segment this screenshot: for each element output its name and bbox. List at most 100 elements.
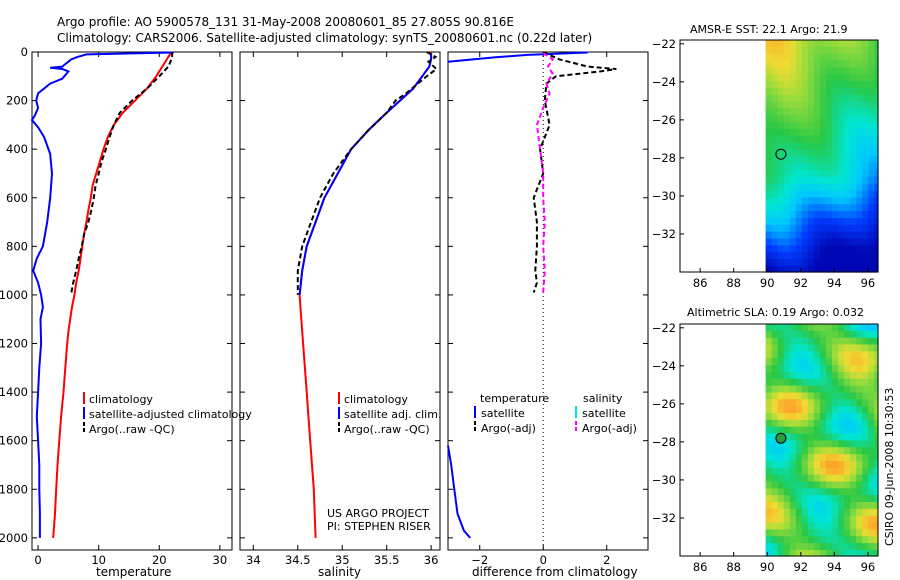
heatmap-cell (801, 413, 809, 421)
series-line (298, 52, 433, 538)
map-border (679, 39, 879, 273)
heatmap-cell (801, 81, 809, 89)
heatmap-cell (813, 74, 821, 82)
heatmap-cell (862, 211, 869, 219)
heatmap-cell (826, 488, 833, 496)
heatmap-cell (801, 495, 809, 503)
heatmap-cell (826, 67, 833, 75)
heatmap-cell (838, 447, 845, 455)
heatmap-cell (844, 259, 851, 267)
heatmap-cell (868, 190, 875, 198)
heatmap-cell (783, 337, 791, 346)
heatmap-cell (789, 337, 797, 346)
heatmap-cell (838, 265, 845, 273)
heatmap-cell (868, 74, 875, 82)
heatmap-cell (789, 183, 797, 192)
heatmap-cell (795, 129, 803, 137)
heatmap-cell (771, 371, 779, 380)
heatmap-cell (765, 108, 773, 116)
heatmap-cell (868, 426, 875, 435)
heatmap-cell (838, 142, 845, 151)
heatmap-cell (771, 170, 779, 178)
heatmap-cell (789, 488, 797, 496)
heatmap-cell (862, 183, 869, 192)
heatmap-cell (868, 419, 875, 428)
heatmap-cell (832, 399, 839, 407)
heatmap-cell (844, 467, 851, 476)
heatmap-cell (819, 549, 827, 557)
heatmap-cell (850, 197, 857, 205)
heatmap-cell (801, 543, 809, 551)
heatmap-cell (765, 495, 773, 503)
heatmap-cell (795, 115, 803, 123)
heatmap-cell (874, 238, 879, 246)
heatmap-cell (819, 163, 827, 171)
heatmap-cell (832, 218, 839, 226)
heatmap-cell (862, 378, 869, 387)
heatmap-cell (844, 231, 851, 240)
heatmap-cell (801, 474, 809, 482)
heatmap-cell (850, 358, 857, 366)
heatmap-cell (795, 502, 803, 510)
heatmap-cell (838, 392, 845, 400)
heatmap-cell (765, 163, 773, 171)
heatmap-cell (850, 371, 857, 380)
heatmap-cell (844, 502, 851, 510)
heatmap-cell (844, 536, 851, 544)
heatmap-cell (868, 495, 875, 503)
heatmap-cell (826, 74, 833, 82)
heatmap-cell (783, 344, 791, 352)
heatmap-cell (783, 351, 791, 359)
heatmap-cell (765, 515, 773, 524)
heatmap-cell (844, 163, 851, 171)
heatmap-cell (771, 197, 779, 205)
heatmap-cell (844, 399, 851, 407)
heatmap-cell (807, 108, 815, 116)
heatmap-cell (813, 467, 821, 476)
heatmap-cell (777, 94, 785, 103)
heatmap-cell (832, 474, 839, 482)
heatmap-cell (826, 385, 833, 393)
heatmap-cell (777, 60, 785, 68)
heatmap-cell (844, 447, 851, 455)
heatmap-cell (819, 454, 827, 462)
heatmap-cell (874, 135, 879, 144)
heatmap-cell (771, 454, 779, 462)
heatmap-cell (795, 385, 803, 393)
heatmap-cell (862, 399, 869, 407)
heatmap-cell (795, 474, 803, 482)
heatmap-cell (807, 245, 815, 253)
heatmap-cell (801, 406, 809, 414)
heatmap-cell (868, 211, 875, 219)
argo-float-marker (775, 148, 787, 160)
heatmap-cell (789, 419, 797, 428)
heatmap-cell (832, 488, 839, 496)
heatmap-cell (765, 218, 773, 226)
heatmap-cell (832, 330, 839, 339)
x-tick-label: 96 (861, 560, 876, 574)
heatmap-cell (795, 40, 803, 48)
heatmap-cell (813, 365, 821, 373)
heatmap-cell (874, 324, 879, 332)
heatmap-cell (844, 419, 851, 428)
x-tick-label: 10 (91, 553, 106, 567)
heatmap-cell (832, 433, 839, 441)
heatmap-cell (771, 358, 779, 366)
heatmap-cell (783, 399, 791, 407)
heatmap-cell (795, 156, 803, 164)
heatmap-cell (795, 371, 803, 380)
heatmap-cell (795, 426, 803, 435)
heatmap-cell (819, 508, 827, 517)
heatmap-cell (862, 252, 869, 260)
heatmap-cell (874, 365, 879, 373)
heatmap-cell (844, 529, 851, 537)
heatmap-cell (777, 245, 785, 253)
heatmap-cell (807, 149, 815, 157)
heatmap-cell (856, 115, 863, 123)
heatmap-cell (850, 170, 857, 178)
heatmap-cell (771, 156, 779, 164)
heatmap-cell (826, 231, 833, 240)
heatmap-cell (765, 53, 773, 62)
heatmap-cell (777, 101, 785, 109)
heatmap-cell (765, 101, 773, 109)
